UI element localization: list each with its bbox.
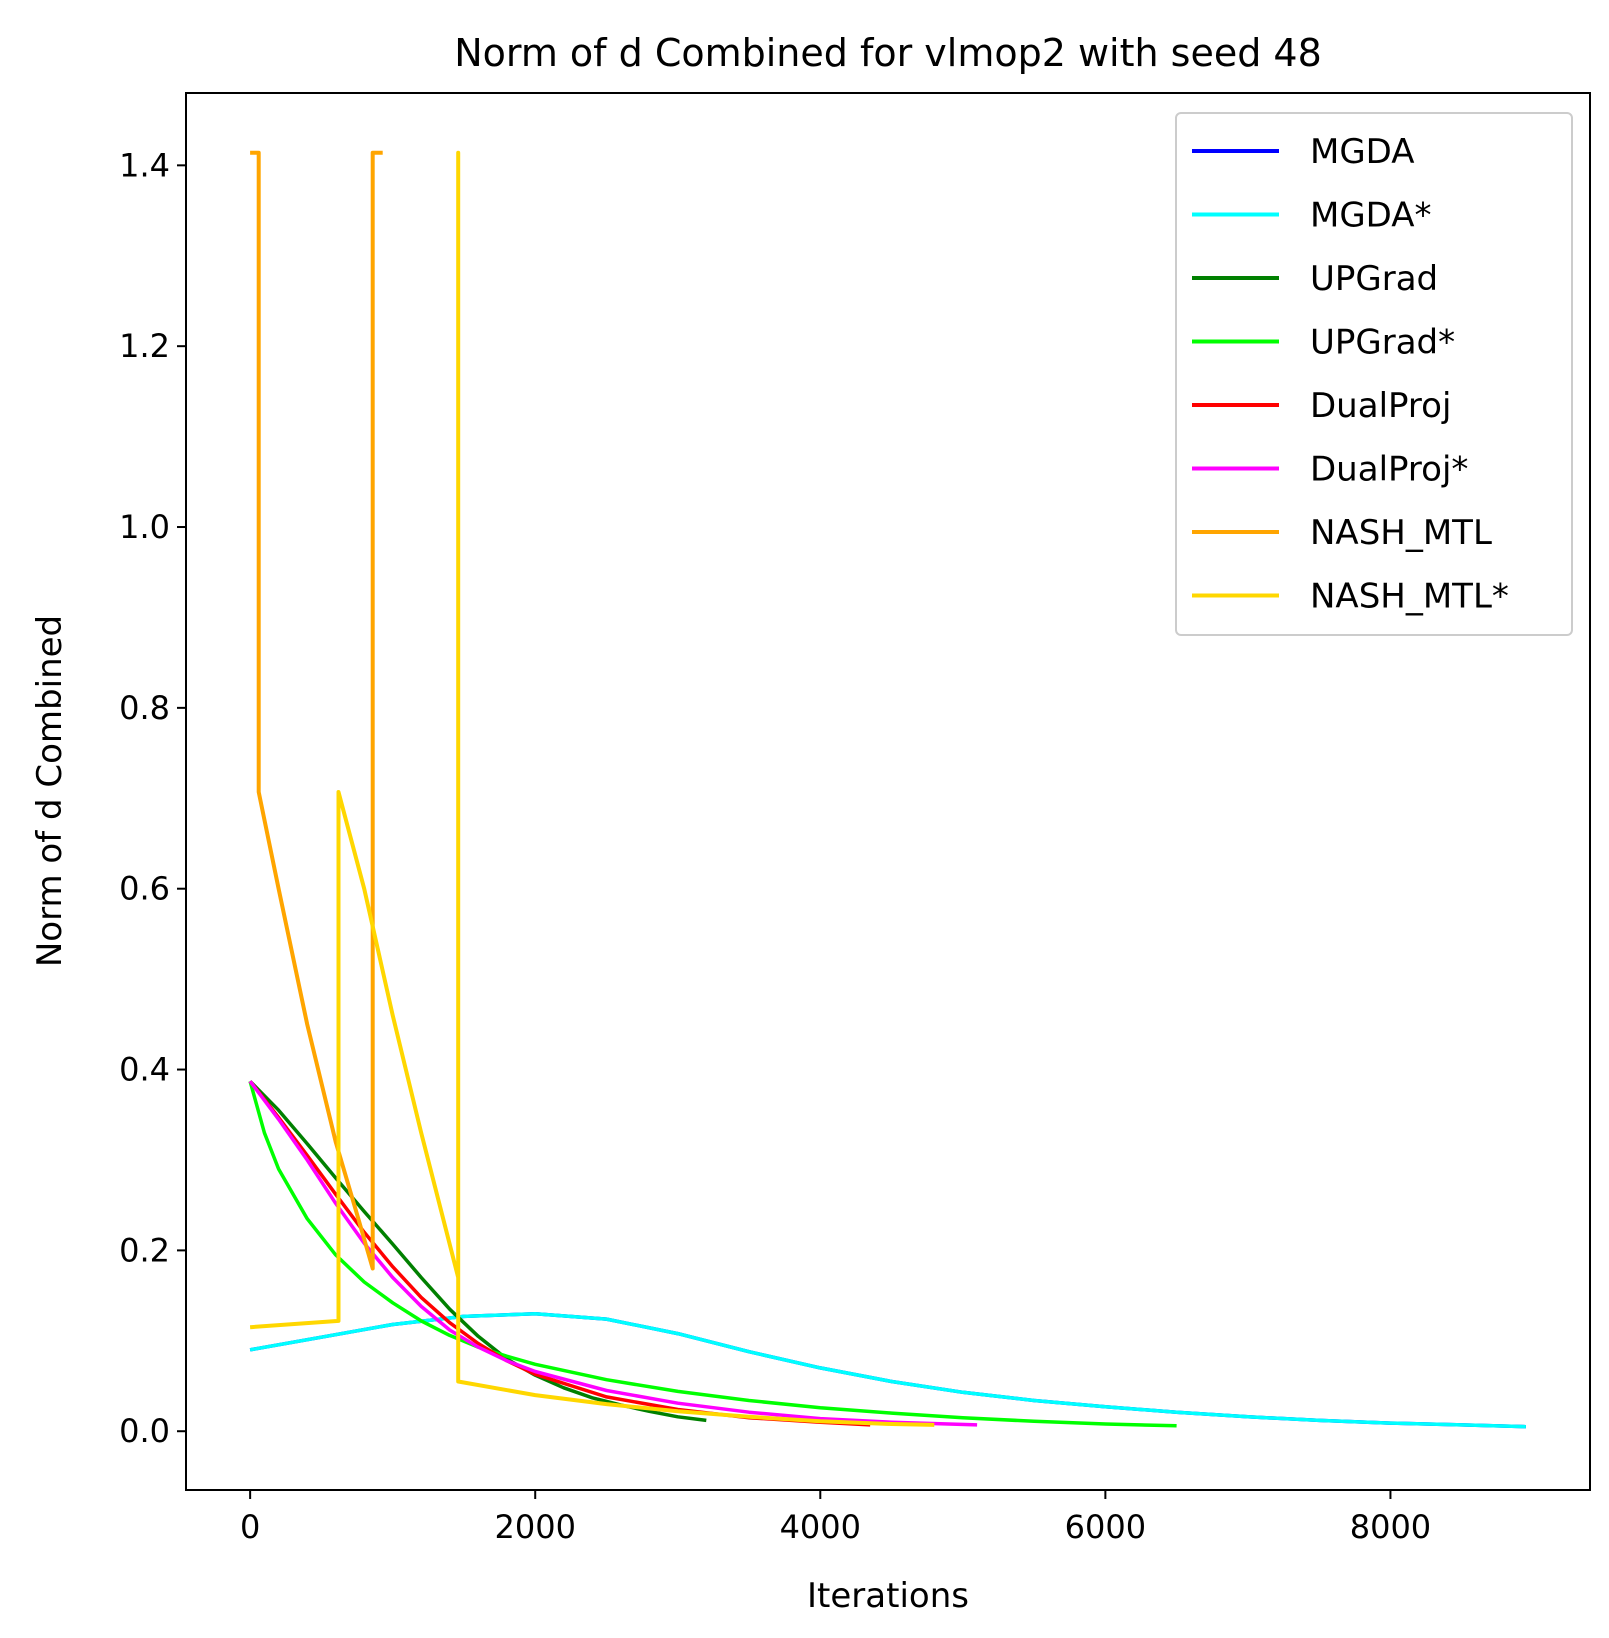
y-axis-label: Norm of d Combined [30,615,70,967]
legend-label: UPGrad* [1310,323,1455,363]
x-axis-label: Iterations [807,1576,969,1616]
y-tick-label: 0.8 [119,689,170,727]
y-tick-label: 0.0 [119,1412,170,1450]
legend-label: MGDA [1310,132,1415,172]
y-tick-label: 0.4 [119,1051,170,1089]
legend-label: NASH_MTL* [1310,577,1509,617]
x-tick-label: 2000 [494,1508,575,1546]
y-tick-label: 1.4 [119,146,170,184]
chart-title: Norm of d Combined for vlmop2 with seed … [454,31,1322,75]
y-tick-label: 0.2 [119,1231,170,1269]
series-line-nash-mtl [250,150,383,1271]
x-axis: 0 2000 4000 6000 8000 [240,1490,1431,1546]
legend-label: DualProj [1310,386,1451,426]
x-tick-label: 6000 [1065,1508,1146,1546]
legend: MGDA MGDA* UPGrad UPGrad* DualProj DualProj* N… [1175,112,1573,636]
legend-label: MGDA* [1310,196,1432,236]
legend-label: DualProj* [1310,450,1468,490]
legend-label: NASH_MTL [1310,513,1492,553]
y-tick-label: 1.0 [119,508,170,546]
series-line-mgda- [249,1311,1526,1429]
y-axis: 0.0 0.2 0.4 0.6 0.8 1.0 1.2 1.4 [119,146,186,1450]
y-tick-label: 1.2 [119,327,170,365]
plot-area [248,150,1526,1429]
y-tick-label: 0.6 [119,870,170,908]
series-line-upgrad- [248,1080,1177,1428]
legend-label: UPGrad [1310,259,1438,299]
x-tick-label: 0 [240,1508,260,1546]
x-tick-label: 4000 [780,1508,861,1546]
legend-box [1175,112,1573,636]
series-line-nash-mtl- [249,150,935,1427]
x-tick-label: 8000 [1350,1508,1431,1546]
plot-frame [185,92,1591,1491]
series-line-dualproj- [248,1080,978,1427]
